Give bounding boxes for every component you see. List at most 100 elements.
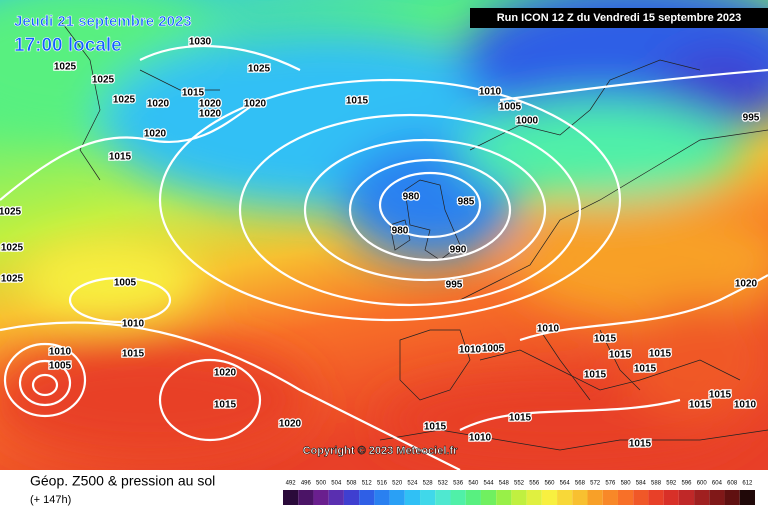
scale-swatch [602, 490, 618, 505]
isobar-label: 980 [403, 192, 420, 203]
scale-label: 504 [331, 481, 342, 487]
scale-swatch [663, 490, 679, 505]
scale-swatch [343, 490, 360, 505]
isobar-label: 1030 [189, 37, 212, 48]
scale-swatch [359, 490, 375, 505]
isobar-label: 1025 [0, 207, 22, 218]
scale-label: 608 [727, 481, 738, 487]
isobar-label: 1015 [109, 152, 132, 163]
scale-label: 568 [575, 481, 586, 487]
isobar-label: 1005 [114, 278, 137, 289]
coastlines [59, 19, 768, 451]
scale-label: 520 [392, 481, 403, 487]
scale-swatch [648, 490, 664, 505]
isobar-label: 1010 [459, 345, 482, 356]
scale-label: 572 [590, 481, 601, 487]
scale-label: 588 [651, 481, 662, 487]
scale-label: 564 [560, 481, 571, 487]
scale-label: 548 [499, 481, 510, 487]
isobar-label: 1015 [709, 390, 732, 401]
isobar-label: 1005 [49, 361, 72, 372]
scale-label: 596 [681, 481, 692, 487]
isobar-label: 1015 [629, 439, 652, 450]
isobar-label: 1015 [584, 370, 607, 381]
scale-swatch [572, 490, 588, 505]
scale-swatch [694, 490, 710, 505]
isobar-label: 1015 [609, 350, 632, 361]
isobar-label: 990 [450, 245, 467, 256]
scale-swatch [633, 490, 649, 505]
footer-title: Géop. Z500 & pression au sol [30, 473, 215, 489]
scale-label: 500 [316, 481, 327, 487]
isobar-label: 1015 [182, 88, 205, 99]
isobar-lines [0, 44, 768, 471]
scale-swatch [617, 490, 634, 505]
scale-swatch [389, 490, 405, 505]
isobar-label: 1015 [509, 413, 532, 424]
scale-swatch [435, 490, 451, 505]
scale-swatch [739, 490, 755, 505]
scale-swatch [678, 490, 695, 505]
scale-swatch [709, 490, 725, 505]
scale-swatch [374, 490, 390, 505]
scale-label: 576 [605, 481, 616, 487]
isobar-label: 1015 [634, 364, 657, 375]
scale-label: 512 [362, 481, 373, 487]
scale-swatch [526, 490, 542, 505]
scale-swatch [724, 490, 740, 505]
isobar-label: 1020 [279, 419, 302, 430]
scale-swatch [298, 490, 314, 505]
isobar-label: 1015 [424, 422, 447, 433]
scale-label: 552 [514, 481, 525, 487]
isobar-label: 1005 [499, 102, 522, 113]
scale-label: 560 [544, 481, 555, 487]
isobar-label: 1015 [594, 334, 617, 345]
isobar-label: 1020 [214, 368, 237, 379]
isobar-label: 1020 [244, 99, 267, 110]
isobar-label: 1010 [537, 324, 560, 335]
run-label: Run ICON 12 Z du Vendredi 15 septembre 2… [497, 12, 742, 24]
scale-label: 580 [621, 481, 632, 487]
scale-label: 528 [423, 481, 434, 487]
isobar-label: 1020 [735, 279, 758, 290]
scale-label: 600 [697, 481, 708, 487]
scale-swatch [313, 490, 329, 505]
scale-swatch [480, 490, 497, 505]
isobar-label: 1025 [113, 95, 136, 106]
isobar-label: 1015 [214, 400, 237, 411]
isobar-label: 1025 [1, 274, 24, 285]
scale-label: 496 [301, 481, 312, 487]
isobar-label: 1020 [199, 99, 222, 110]
scale-swatch [404, 490, 421, 505]
isobar-label: 1020 [144, 129, 167, 140]
isobar-label: 1010 [469, 433, 492, 444]
isobar-label: 995 [743, 113, 760, 124]
copyright: Copyright © 2023 Meteociel.fr [303, 445, 459, 457]
scale-swatch [420, 490, 436, 505]
scale-swatch [465, 490, 481, 505]
scale-swatch [450, 490, 466, 505]
scale-label: 492 [286, 481, 297, 487]
scale-swatch [541, 490, 558, 505]
footer-lead: (+ 147h) [30, 494, 71, 506]
scale-label: 604 [712, 481, 723, 487]
isobar-label: 1025 [92, 75, 115, 86]
isobar-label: 1025 [1, 243, 24, 254]
scale-label: 536 [453, 481, 464, 487]
scale-swatch [557, 490, 573, 505]
forecast-time: 17:00 locale [14, 35, 122, 56]
scale-label: 556 [529, 481, 540, 487]
isobar-label: 1010 [734, 400, 757, 411]
isobar-label: 1015 [346, 96, 369, 107]
forecast-date: Jeudi 21 septembre 2023 [14, 13, 192, 30]
scale-label: 524 [407, 481, 418, 487]
color-scale: 492 496 500 504 508 512 516 520 524 528 532 536 540 5… [283, 481, 755, 505]
run-banner [470, 8, 768, 28]
scale-swatch [511, 490, 527, 505]
isobar-label: 1000 [516, 116, 539, 127]
isobar-label: 1020 [199, 109, 222, 120]
scale-swatch [587, 490, 603, 505]
scale-swatch [496, 490, 512, 505]
